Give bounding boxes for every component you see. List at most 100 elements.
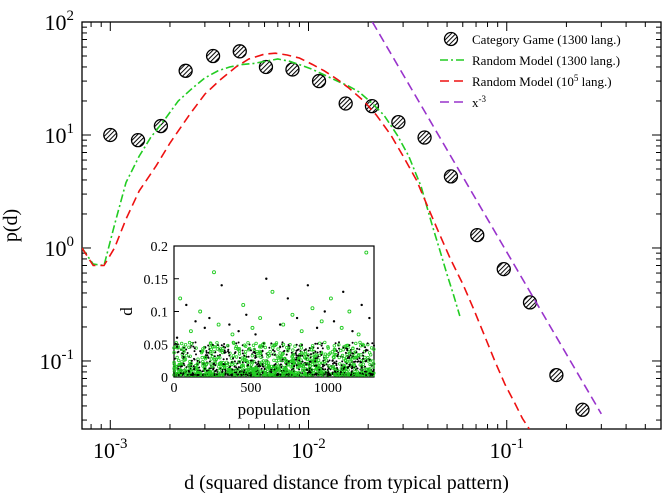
inset-point	[209, 351, 213, 355]
inset-outlier-point	[265, 277, 268, 280]
inset-point	[222, 363, 225, 366]
inset-point	[247, 355, 250, 358]
inset-point	[285, 345, 289, 350]
inset-point	[361, 362, 366, 366]
inset-point	[172, 360, 176, 365]
inset-point	[335, 362, 338, 365]
inset-point	[254, 361, 257, 364]
inset-point	[204, 346, 207, 349]
inset-point	[310, 353, 314, 357]
inset-point	[309, 356, 312, 359]
inset-point	[321, 365, 324, 368]
inset-point	[306, 369, 309, 371]
inset-outlier-point	[332, 320, 336, 323]
inset-point	[189, 342, 194, 346]
inset-point	[199, 351, 204, 355]
inset-point	[293, 344, 297, 348]
inset-point	[296, 364, 300, 369]
inset-point	[194, 341, 197, 344]
inset-point	[310, 344, 315, 348]
inset-point	[359, 344, 363, 348]
inset-point	[280, 363, 282, 366]
inset-outlier-point	[368, 316, 371, 320]
plot-frame	[81, 21, 662, 430]
inset-point	[329, 374, 332, 376]
inset-point	[199, 369, 201, 372]
inset-point	[297, 370, 301, 375]
inset-point	[287, 360, 290, 363]
inset-point	[281, 341, 284, 344]
inset-point	[330, 350, 335, 354]
inset-point	[215, 341, 219, 345]
inset-point	[246, 374, 249, 376]
inset-point	[351, 355, 355, 359]
inset-point	[224, 346, 227, 349]
inset-point	[185, 373, 190, 377]
inset-point	[332, 347, 337, 352]
inset-point	[352, 371, 356, 376]
inset-point	[363, 370, 366, 373]
inset-point	[261, 363, 264, 366]
inset-point	[273, 364, 276, 366]
category-game-point	[364, 98, 380, 114]
inset-point	[224, 370, 227, 372]
inset-point	[265, 361, 269, 365]
inset-point	[214, 364, 217, 367]
inset-point	[354, 341, 358, 346]
inset-point	[228, 351, 230, 354]
inset-point	[254, 356, 257, 359]
inset-point	[251, 343, 256, 347]
y-tick-label: 100	[45, 234, 74, 261]
inset-point	[216, 344, 219, 346]
inset-point	[176, 358, 181, 363]
inset-point	[294, 352, 297, 355]
inset-point	[361, 372, 364, 375]
inset-point	[214, 357, 218, 362]
inset-point	[182, 368, 187, 373]
inset-point	[179, 372, 182, 375]
inset-outlier-point	[364, 250, 369, 255]
inset-x-tick-label: 500	[240, 381, 261, 396]
inset-point	[208, 373, 212, 377]
inset-point	[196, 359, 199, 362]
inset-point	[274, 341, 279, 345]
inset-point	[332, 344, 336, 348]
inset-outlier-point	[194, 320, 197, 323]
inset-point	[182, 358, 186, 362]
inset-point	[220, 344, 223, 347]
inset-point	[201, 360, 205, 364]
inset-point	[192, 365, 195, 368]
inset-point	[295, 354, 298, 357]
inset-point	[336, 367, 338, 369]
inset-point	[314, 353, 318, 357]
inset-point	[320, 344, 323, 347]
inset-point	[233, 352, 236, 355]
inset-outlier-point	[178, 296, 183, 301]
inset-point	[182, 362, 185, 365]
inset-point	[201, 370, 204, 373]
inset-outlier-point	[342, 290, 345, 294]
inset-outlier-point	[319, 319, 324, 324]
inset-point	[351, 346, 355, 351]
x-tick-label: 10-2	[291, 436, 325, 463]
inset-point	[345, 343, 349, 348]
inset-point	[243, 369, 246, 372]
legend-label-0: Category Game (1300 lang.)	[472, 32, 621, 47]
inset-point	[271, 353, 274, 356]
inset-point	[363, 355, 367, 360]
inset-point	[323, 340, 327, 345]
inset-outlier-point	[323, 310, 326, 313]
inset-outlier-point	[360, 303, 363, 307]
inset-point	[212, 357, 217, 362]
inset-point	[187, 363, 191, 368]
category-game-point	[130, 133, 146, 148]
category-game-point	[549, 367, 564, 383]
inset-point	[261, 371, 264, 374]
inset-point	[313, 364, 316, 367]
inset-point	[316, 342, 319, 345]
inset-point	[287, 344, 290, 346]
inset-point	[241, 361, 244, 364]
inset-point	[308, 360, 311, 363]
inset-point	[188, 366, 192, 371]
